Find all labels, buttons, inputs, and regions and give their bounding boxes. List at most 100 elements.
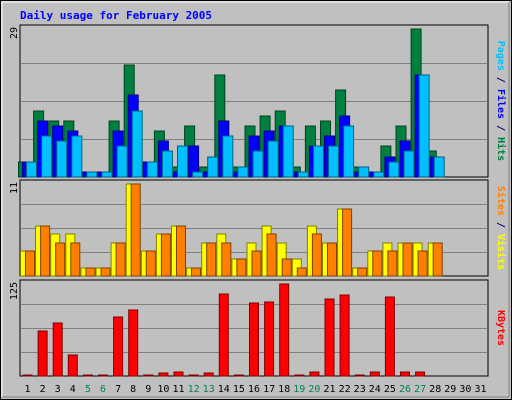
hits-files-pages-ymax-label: 29	[9, 27, 20, 39]
kbytes-kbytes-bar-day-15	[233, 374, 244, 377]
kbytes-kbytes-bar-day-25	[384, 296, 395, 377]
kbytes-kbytes-bar-day-23	[354, 374, 365, 377]
hits-files-pages-series-label-part-4: /	[495, 119, 506, 137]
hits-files-pages-pages-bar-day-5	[86, 171, 98, 178]
visits-sites-sites-bar-day-26	[402, 242, 413, 277]
x-axis: 1 2 3 4 5 6 7 8 9 10 11 12 13 14 15 16 17 18 19 20 21 22 23 24 2…	[24, 384, 486, 395]
hits-files-pages-pages-bar-day-4	[71, 135, 83, 178]
visits-sites-sites-bar-day-24	[372, 250, 383, 277]
x-tick-label-day-23: 23	[354, 384, 366, 395]
visits-sites-ymax-label: 11	[9, 182, 20, 194]
x-tick-label-day-20: 20	[308, 384, 320, 395]
kbytes-kbytes-bar-day-2	[37, 330, 48, 377]
hits-files-pages-pages-bar-day-6	[101, 171, 113, 178]
kbytes-kbytes-bar-day-20	[309, 371, 320, 377]
kbytes-kbytes-bar-day-17	[264, 301, 275, 377]
visits-sites-sites-bar-day-7	[115, 242, 126, 277]
hits-files-pages-pages-bar-day-24	[373, 171, 385, 178]
x-tick-label-day-26: 26	[399, 384, 411, 395]
visits-sites-sites-bar-day-18	[281, 258, 292, 277]
visits-sites-sites-bar-day-28	[432, 242, 443, 277]
hits-files-pages-pages-bar-day-26	[403, 150, 415, 178]
x-tick-label-day-21: 21	[323, 384, 335, 395]
visits-sites-series-label: Sites / Visits	[495, 186, 507, 270]
x-tick-label-day-11: 11	[172, 384, 184, 395]
hits-files-pages-pages-bar-day-19	[297, 171, 309, 178]
hits-files-pages-pages-bar-day-25	[388, 161, 400, 178]
kbytes-kbytes-bar-day-19	[294, 374, 305, 377]
kbytes-kbytes-bar-day-4	[67, 354, 78, 377]
x-tick-label-day-19: 19	[293, 384, 305, 395]
x-tick-label-day-2: 2	[40, 384, 46, 395]
kbytes-kbytes-bar-day-6	[98, 374, 108, 377]
visits-sites-sites-bar-day-20	[311, 233, 322, 277]
visits-sites-series-label-part-3: Visits	[495, 234, 507, 270]
hits-files-pages-pages-bar-day-3	[56, 140, 68, 178]
kbytes-ymax-label: 125	[9, 282, 20, 300]
x-tick-label-day-27: 27	[414, 384, 426, 395]
hits-files-pages-pages-bar-day-15	[237, 166, 249, 178]
visits-sites-sites-bar-day-27	[417, 250, 428, 277]
x-tick-label-day-29: 29	[444, 384, 456, 395]
hits-files-pages-pages-bar-day-21	[328, 145, 339, 178]
kbytes-series-label-part-1: KBytes	[495, 310, 506, 346]
hits-files-pages-pages-bar-day-14	[222, 135, 234, 178]
kbytes-kbytes-bar-day-1	[22, 374, 33, 377]
kbytes-kbytes-bar-day-14	[218, 293, 229, 377]
visits-sites-sites-bar-day-21	[327, 242, 337, 277]
x-tick-label-day-31: 31	[474, 384, 486, 395]
x-tick-label-day-14: 14	[218, 384, 230, 395]
hits-files-pages-pages-bar-day-9	[146, 161, 158, 178]
hits-files-pages-pages-bar-day-23	[358, 166, 370, 178]
visits-sites-sites-bar-day-19	[296, 267, 307, 277]
hits-files-pages-series-label-part-5: Hits	[495, 137, 507, 161]
x-tick-label-day-13: 13	[203, 384, 215, 395]
visits-sites-sites-bar-day-2	[40, 225, 51, 277]
kbytes-kbytes-bar-day-21	[324, 298, 335, 377]
x-tick-label-day-24: 24	[369, 384, 381, 395]
hits-files-pages-pages-bar-day-22	[343, 125, 355, 178]
visits-sites-sites-bar-day-1	[25, 250, 35, 277]
kbytes-kbytes-bar-day-26	[400, 371, 410, 377]
visits-sites-sites-bar-day-15	[236, 258, 247, 277]
x-tick-label-day-5: 5	[85, 384, 91, 395]
kbytes-kbytes-bar-day-3	[52, 322, 63, 377]
kbytes-kbytes-bar-day-13	[203, 372, 214, 377]
hits-files-pages-pages-bar-day-18	[282, 125, 294, 178]
visits-sites-sites-bar-day-17	[266, 233, 277, 277]
hits-files-pages-pages-bar-day-10	[161, 150, 173, 178]
x-tick-label-day-9: 9	[145, 384, 151, 395]
x-tick-label-day-16: 16	[248, 384, 260, 395]
hits-files-pages-series-label: Pages / Files / Hits	[495, 41, 507, 161]
x-tick-label-day-28: 28	[429, 384, 441, 395]
visits-sites-sites-bar-day-4	[70, 242, 81, 277]
visits-sites-sites-bar-day-8	[130, 183, 141, 277]
visits-sites-sites-bar-day-9	[145, 250, 156, 277]
x-tick-label-day-25: 25	[384, 384, 396, 395]
visits-sites-sites-bar-day-11	[176, 225, 186, 277]
chart-panels: 29 Pages / Files / Hits 11 Sites / Visits 12…	[9, 24, 507, 377]
visits-sites-sites-bar-day-16	[251, 250, 262, 277]
hits-files-pages-pages-bar-day-20	[312, 145, 324, 178]
visits-sites-sites-bar-day-10	[160, 233, 171, 277]
hits-files-pages-series-label-part-2: /	[495, 71, 506, 89]
kbytes-kbytes-bar-day-5	[82, 374, 93, 377]
kbytes-kbytes-bar-day-8	[128, 309, 139, 377]
x-tick-label-day-3: 3	[55, 384, 61, 395]
x-tick-label-day-8: 8	[130, 384, 136, 395]
x-tick-label-day-22: 22	[339, 384, 351, 395]
kbytes-kbytes-bar-day-24	[369, 371, 380, 377]
visits-sites-sites-bar-day-12	[191, 267, 202, 277]
hits-files-pages-series-label-part-3: Files	[495, 89, 507, 119]
visits-sites-series-label-part-1: Sites	[495, 186, 507, 216]
hits-files-pages-pages-bar-day-2	[41, 135, 53, 178]
kbytes-kbytes-bar-day-7	[113, 316, 124, 377]
hits-files-pages-pages-bar-day-1	[26, 161, 37, 178]
kbytes-series-label: KBytes	[495, 310, 506, 346]
hits-files-pages-pages-bar-day-12	[192, 171, 204, 178]
visits-sites-sites-bar-day-3	[55, 242, 66, 277]
x-tick-label-day-4: 4	[70, 384, 76, 395]
visits-sites-sites-bar-day-22	[342, 208, 353, 277]
x-tick-label-day-15: 15	[233, 384, 245, 395]
